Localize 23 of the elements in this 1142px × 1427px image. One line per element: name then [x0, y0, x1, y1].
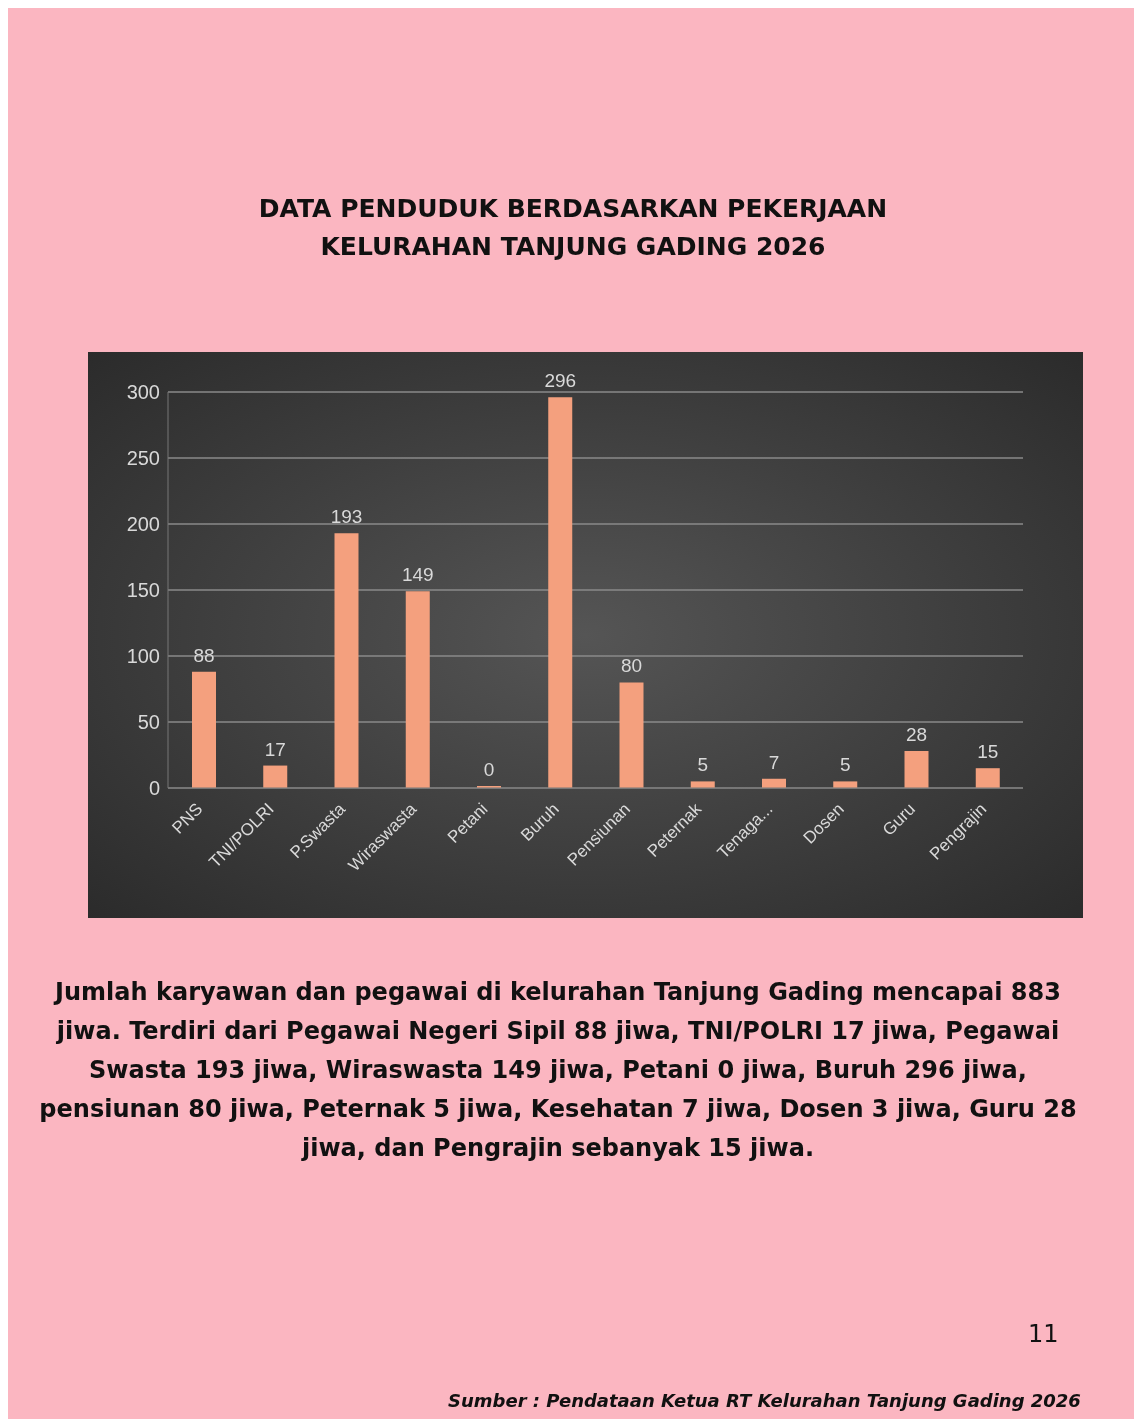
data-label: 7 — [768, 751, 780, 773]
text: Jumlah karyawan dan pegawai di kelurahan Tanjung Gading mencapai 883 jiwa. Terdiri dari Pegawai Negeri Sipil 88 jiwa, TNI/POLRI 17 jiwa, Pegawai Swasta 193 jiwa, Wiraswasta 149 jiwa, Petani 0 jiwa, Buruh 296 jiwa, pensiunan 80 jiwa, Peternak 5 jiwa, Kesehatan 7 jiwa, Dosen 3 jiwa, Guru 28 jiwa, dan Pengrajin sebanyak 15 jiwa. — [38, 977, 1078, 1164]
data-label: 17 — [264, 738, 286, 760]
data-label: 193 — [330, 506, 363, 528]
data-label: 15 — [977, 741, 999, 763]
y-tick-label: 250 — [126, 447, 160, 470]
y-tick-label: 200 — [126, 513, 160, 536]
data-label: 88 — [193, 644, 215, 666]
text: Sumber : Pendataan Ketua RT Kelurahan Tanjung Gading 2026 — [448, 1390, 1081, 1411]
data-label: 28 — [905, 724, 928, 746]
y-tick-label: 0 — [148, 777, 160, 800]
data-label: 149 — [401, 564, 434, 586]
data-label: 80 — [620, 655, 643, 677]
data-label: 0 — [483, 759, 495, 780]
text: 11 — [1028, 1320, 1059, 1348]
data-label: 5 — [697, 754, 709, 776]
y-tick-label: 150 — [126, 579, 160, 602]
chart-title: DATA PENDUDUK BERDASARKAN PEKERJAAN KELURAHAN TANJUNG GADING 2026 — [258, 193, 888, 263]
y-tick-label: 300 — [126, 381, 160, 404]
y-tick-label: 100 — [126, 645, 160, 668]
y-tick-label: 50 — [137, 711, 160, 734]
data-label: 296 — [544, 370, 577, 392]
data-label: 5 — [839, 754, 851, 776]
